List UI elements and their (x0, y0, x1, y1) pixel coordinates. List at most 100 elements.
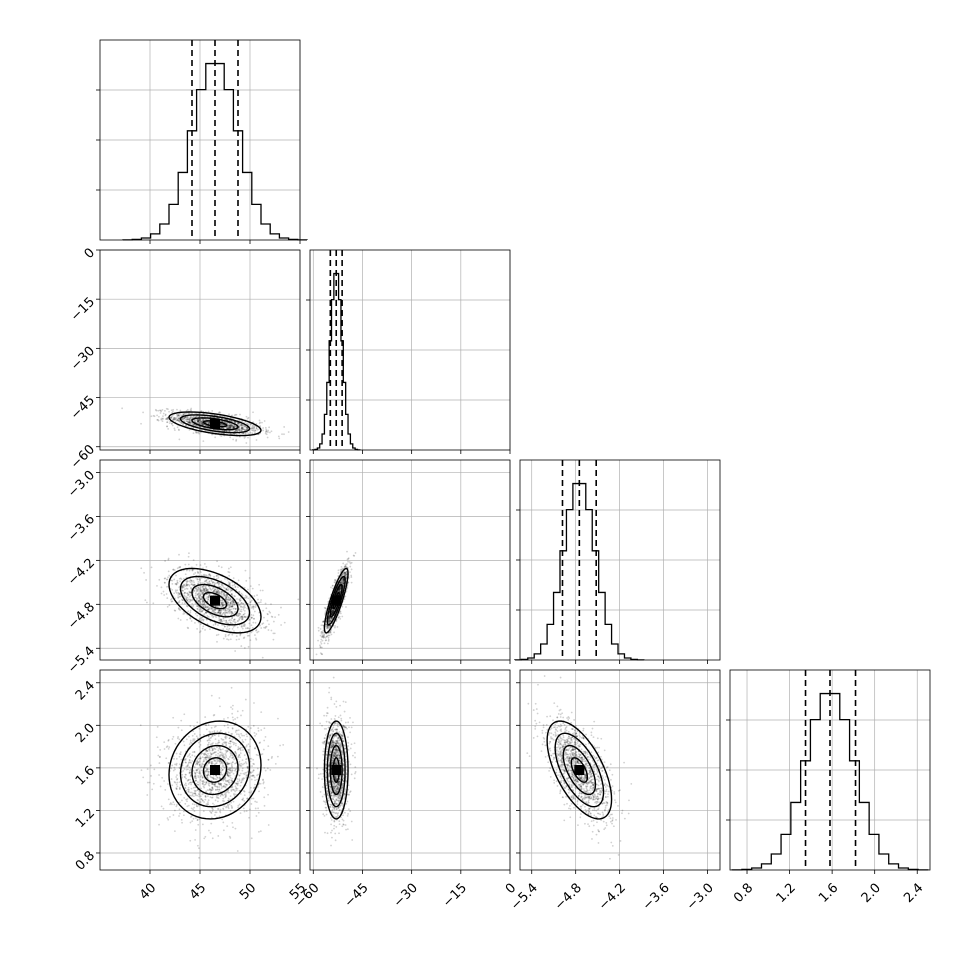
sample-point (189, 611, 192, 614)
sample-point (242, 613, 245, 616)
sample-point (229, 432, 231, 435)
sample-point (262, 748, 265, 751)
sample-point (209, 582, 212, 585)
sample-point (231, 617, 233, 620)
sample-point (216, 429, 219, 432)
sample-point (247, 588, 249, 591)
sample-point (350, 574, 353, 577)
sample-point (257, 807, 259, 810)
sample-point (217, 576, 220, 579)
contour-3 (202, 420, 228, 428)
sample-point (215, 582, 218, 584)
sample-point (333, 581, 336, 584)
sample-point (231, 727, 234, 729)
sample-point (183, 768, 186, 770)
sample-point (178, 755, 181, 758)
density-peak (331, 595, 342, 606)
sample-point (208, 421, 211, 424)
sample-point (271, 616, 274, 618)
sample-point (196, 627, 199, 630)
sample-point (326, 642, 329, 645)
sample-point (227, 601, 230, 604)
sample-point (230, 613, 233, 616)
sample-point (201, 627, 204, 630)
sample-point (216, 591, 219, 594)
sample-point (185, 580, 188, 583)
sample-point (166, 421, 168, 424)
sample-point (199, 419, 202, 421)
sample-point (175, 783, 178, 786)
sample-point (156, 584, 158, 587)
sample-point (190, 409, 193, 412)
sample-point (342, 562, 345, 565)
sample-point (236, 423, 239, 425)
sample-point (238, 760, 241, 763)
sample-point (189, 591, 192, 594)
sample-point (243, 790, 245, 792)
sample-point (214, 436, 217, 439)
sample-point (199, 598, 202, 601)
sample-point (234, 421, 237, 424)
sample-point (232, 425, 235, 428)
sample-point (191, 740, 194, 742)
sample-point (182, 577, 185, 580)
sample-point (255, 427, 258, 430)
sample-point (241, 424, 243, 427)
sample-point (206, 425, 209, 427)
sample-point (268, 426, 271, 429)
sample-point (211, 615, 213, 617)
sample-point (199, 564, 202, 566)
sample-point (221, 423, 224, 426)
sample-point (178, 815, 180, 817)
sample-point (196, 431, 199, 434)
sample-point (339, 588, 341, 591)
sample-point (317, 629, 320, 632)
sample-point (349, 565, 352, 568)
sample-point (215, 591, 218, 594)
sample-point (170, 423, 173, 425)
sample-point (197, 431, 200, 434)
sample-point (228, 425, 231, 428)
sample-point (349, 571, 351, 574)
sample-point (184, 418, 187, 421)
sample-point (208, 607, 211, 609)
sample-point (177, 414, 180, 417)
sample-point (176, 418, 178, 421)
sample-point (166, 416, 169, 419)
sample-point (223, 611, 225, 614)
sample-point (228, 424, 231, 427)
sample-point (252, 411, 254, 414)
sample-point (186, 592, 188, 595)
sample-point (241, 420, 243, 422)
sample-point (281, 433, 283, 436)
sample-point (194, 412, 197, 415)
sample-point (170, 415, 173, 418)
sample-point (233, 767, 236, 770)
sample-point (201, 602, 204, 605)
sample-point (176, 426, 179, 429)
sample-point (249, 618, 251, 621)
sample-point (188, 419, 191, 422)
sample-point (164, 577, 167, 580)
sample-point (202, 582, 204, 584)
sample-point (334, 578, 337, 581)
sample-point (315, 653, 318, 656)
sample-point (203, 601, 206, 604)
sample-point (160, 410, 163, 413)
y-tick-label: −3.6 (65, 512, 98, 545)
sample-point (175, 574, 177, 577)
sample-point (319, 628, 322, 630)
sample-point (229, 795, 232, 798)
sample-point (254, 606, 257, 609)
sample-point (202, 609, 205, 612)
sample-point (180, 587, 183, 590)
sample-point (253, 430, 256, 433)
sample-point (166, 425, 168, 428)
sample-point (197, 596, 200, 599)
sample-point (204, 716, 207, 718)
sample-point (346, 550, 348, 553)
sample-point (222, 424, 224, 426)
sample-point (227, 638, 230, 641)
sample-point (196, 578, 199, 580)
